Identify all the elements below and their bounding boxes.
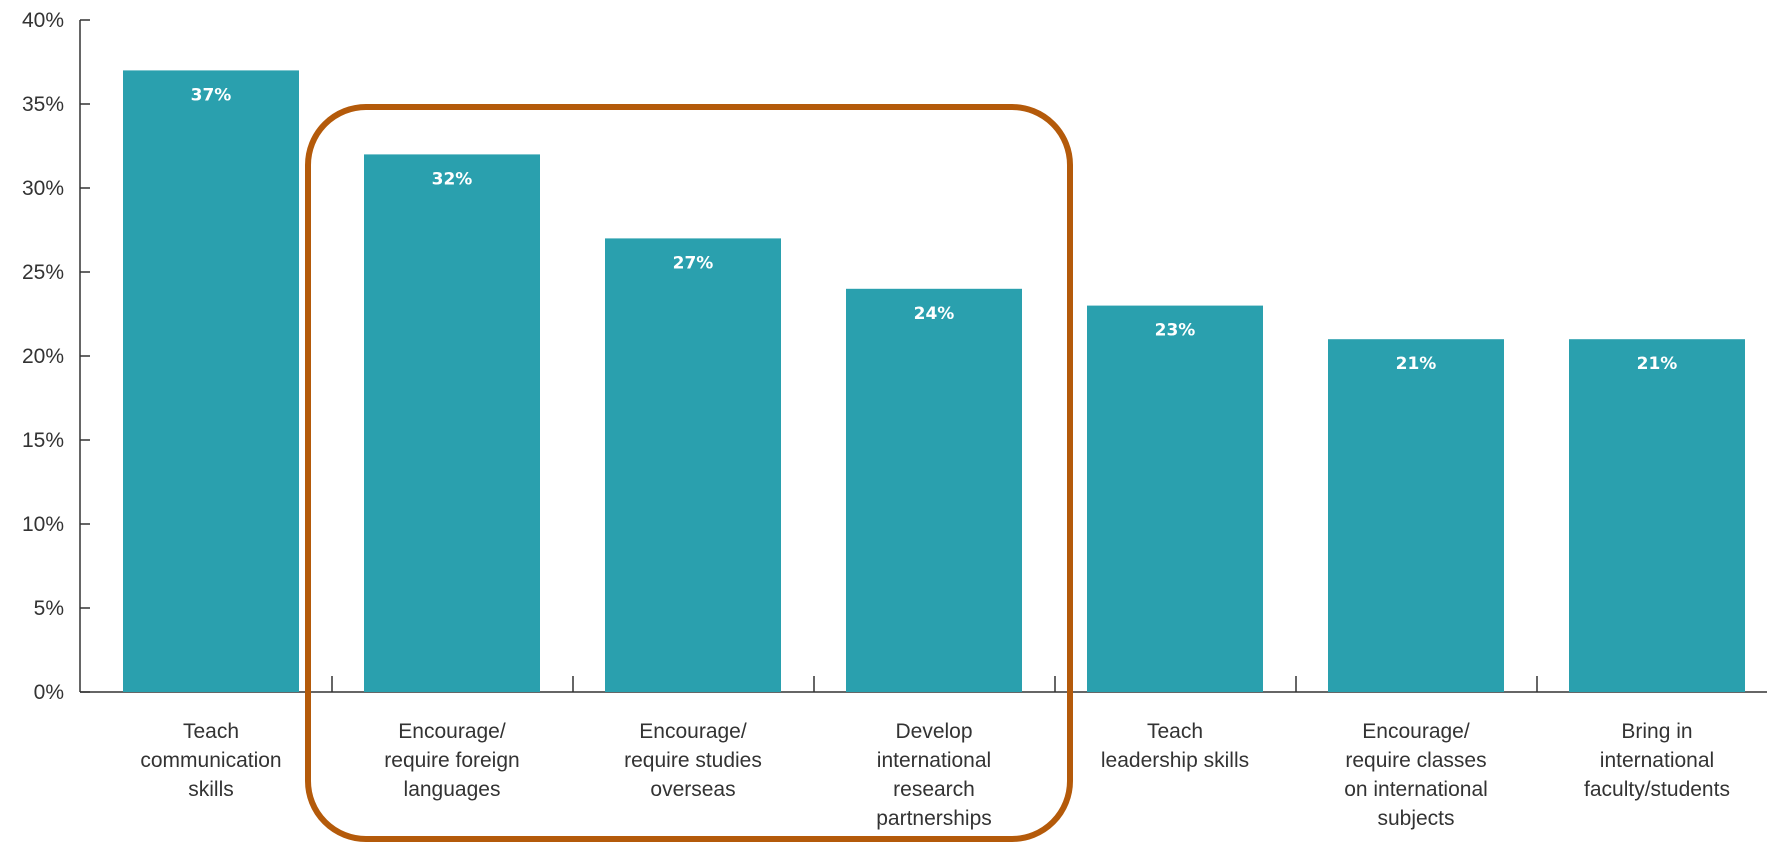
y-tick-label: 35% bbox=[22, 93, 64, 116]
labels: 37% Teach communication skills 32% Encourage/… bbox=[140, 85, 1730, 830]
bar-data-label: 21% bbox=[1396, 354, 1437, 374]
bar-data-label: 23% bbox=[1155, 321, 1196, 341]
chart-axes: 0% 5% 10% 15% 20% 25% 30% 35% 40% bbox=[22, 9, 1767, 704]
y-tick-label: 15% bbox=[22, 429, 64, 452]
bar-data-label: 32% bbox=[432, 169, 473, 189]
bar bbox=[1087, 305, 1263, 692]
x-category-label: Bring in international faculty/students bbox=[1584, 720, 1730, 801]
y-tick-label: 25% bbox=[22, 261, 64, 284]
y-tick-label: 0% bbox=[34, 681, 64, 704]
bar bbox=[364, 154, 540, 692]
y-tick-label: 20% bbox=[22, 345, 64, 368]
bar-data-label: 37% bbox=[191, 85, 232, 105]
y-tick-label: 40% bbox=[22, 9, 64, 32]
highlight-box bbox=[305, 104, 1073, 842]
bar bbox=[1569, 339, 1745, 692]
x-category-label: Encourage/require classes on internationa… bbox=[1344, 720, 1488, 830]
y-tick-label: 30% bbox=[22, 177, 64, 200]
y-tick-label: 10% bbox=[22, 513, 64, 536]
bar-data-label: 27% bbox=[673, 253, 714, 273]
bar bbox=[123, 70, 299, 692]
bar-data-label: 21% bbox=[1637, 354, 1678, 374]
y-tick-label: 5% bbox=[34, 597, 64, 620]
bar bbox=[1328, 339, 1504, 692]
x-category-label: Encourage/require studies overseas bbox=[624, 720, 762, 801]
highlight-rounded-box bbox=[305, 104, 1073, 842]
bar bbox=[605, 238, 781, 692]
bar bbox=[846, 288, 1022, 692]
bars bbox=[123, 70, 1745, 692]
x-category-label: Encourage/require foreign languages bbox=[384, 720, 519, 801]
x-category-label: Teach communication skills bbox=[140, 720, 281, 801]
x-category-label: Teach leadership skills bbox=[1101, 720, 1249, 772]
x-category-label: Develop international research partnerships bbox=[876, 720, 992, 830]
bar-data-label: 24% bbox=[914, 304, 955, 324]
